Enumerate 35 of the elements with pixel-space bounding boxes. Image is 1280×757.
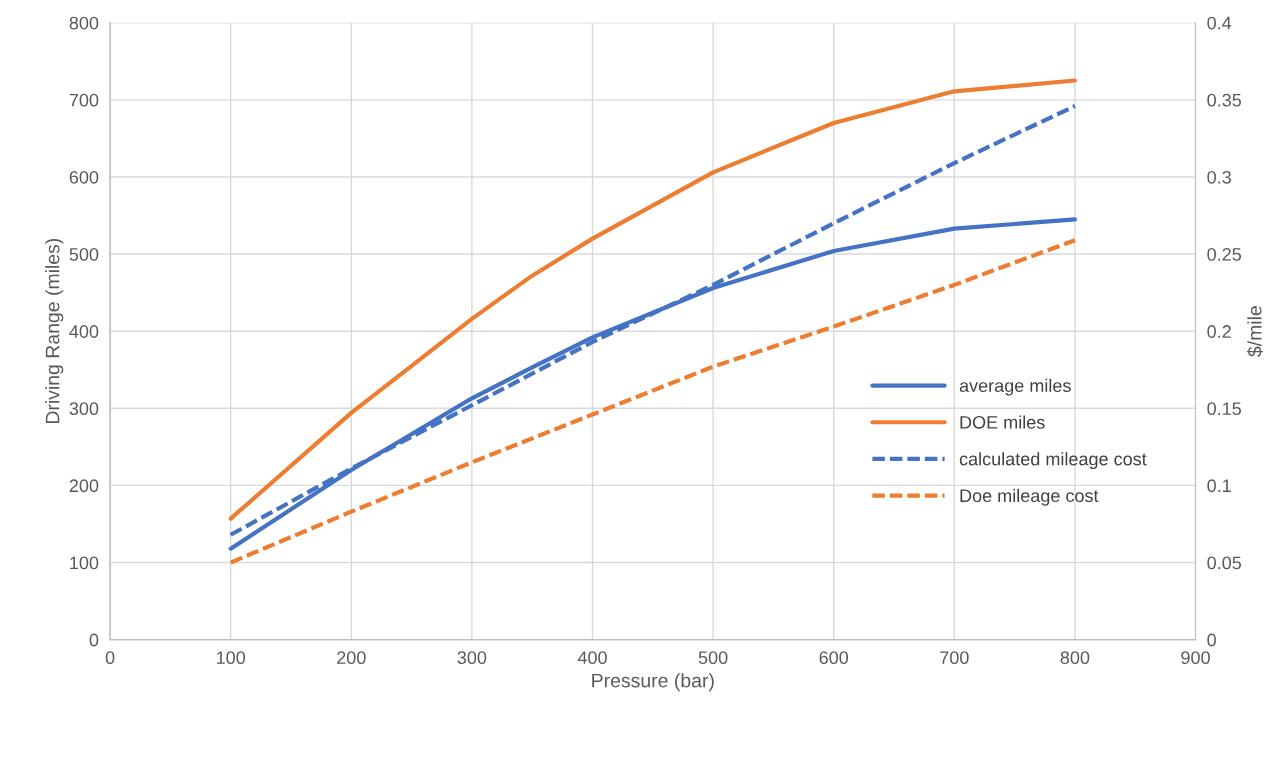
y2-tick-label: 0.2 (1207, 325, 1231, 338)
y-tick-label: 500 (69, 248, 99, 261)
x-tick-label: 100 (217, 651, 246, 665)
y2-tick-label: 0.15 (1207, 402, 1242, 416)
x-tick-label: 600 (819, 651, 849, 665)
x-tick-label: 0 (105, 651, 115, 665)
y-axis-title: Driving Range (miles) (45, 238, 64, 424)
legend-label: calculated mileage cost (959, 452, 1147, 469)
x-tick-label: 700 (940, 651, 969, 665)
y-tick-label: 300 (69, 402, 99, 416)
x-tick-label: 800 (1060, 651, 1090, 665)
y2-tick-label: 0.4 (1207, 16, 1232, 30)
legend-label: average miles (959, 378, 1071, 396)
y-tick-label: 100 (70, 556, 99, 570)
y2-tick-label: 0.25 (1207, 248, 1242, 261)
y2-tick-label: 0.3 (1207, 170, 1231, 184)
y2-tick-label: 0.1 (1207, 479, 1231, 493)
x-axis-title: Pressure (bar) (592, 673, 714, 692)
x-tick-label: 500 (698, 651, 728, 665)
x-tick-label: 300 (457, 651, 487, 665)
x-tick-label: 200 (337, 651, 366, 665)
y2-tick-label: 0 (1207, 633, 1216, 647)
legend-label: Doe mileage cost (960, 488, 1099, 506)
y-tick-label: 600 (69, 170, 99, 184)
y2-tick-label: 0.05 (1207, 556, 1242, 570)
y-tick-label: 400 (69, 325, 99, 338)
x-tick-label: 900 (1181, 651, 1210, 665)
y-tick-label: 700 (69, 93, 99, 107)
legend-label: DOE miles (960, 415, 1045, 429)
y2-axis-title: $/mile (1247, 306, 1263, 357)
x-tick-label: 400 (577, 651, 607, 665)
y-tick-label: 200 (69, 479, 99, 493)
y-tick-label: 0 (89, 633, 99, 647)
y2-tick-label: 0.35 (1207, 93, 1242, 107)
y-tick-label: 800 (69, 16, 99, 30)
